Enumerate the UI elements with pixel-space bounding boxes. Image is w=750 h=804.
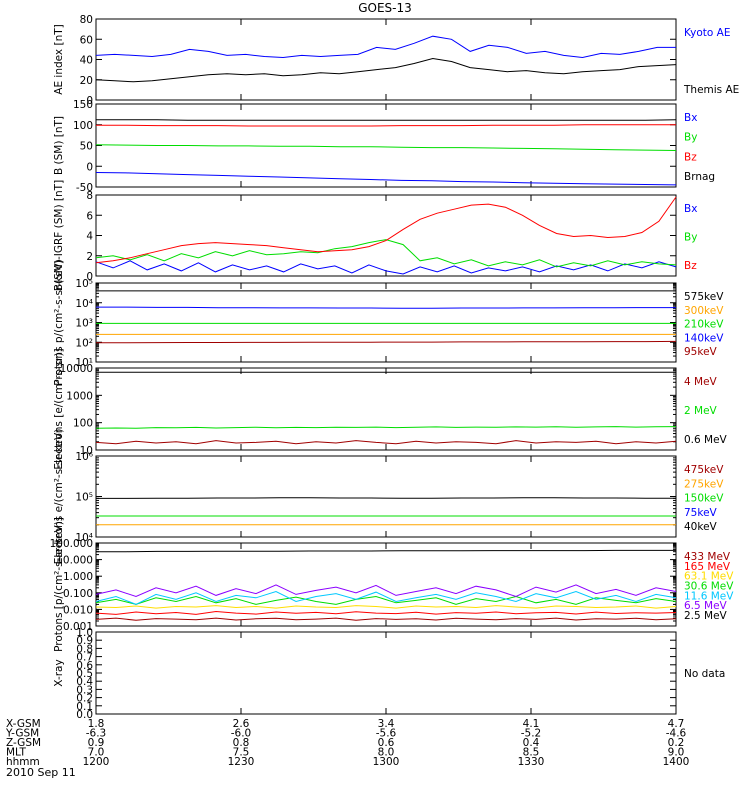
y-tick-label: 50 bbox=[80, 141, 93, 153]
legend-entry: By bbox=[684, 232, 697, 244]
legend-entry: Themis AE bbox=[683, 84, 739, 96]
panel-frame bbox=[96, 632, 676, 714]
y-axis-label: X-ray bbox=[53, 659, 65, 686]
y-axis-label: AE index [nT] bbox=[53, 24, 65, 94]
y-tick-label: 60 bbox=[80, 34, 93, 46]
date-label: 2010 Sep 11 bbox=[6, 766, 76, 779]
series-line bbox=[96, 592, 676, 605]
y-tick-label: 0.010 bbox=[63, 604, 93, 616]
y-tick-label: 0 bbox=[86, 161, 93, 173]
no-data-label: No data bbox=[684, 668, 725, 680]
series-line bbox=[96, 550, 676, 551]
legend-entry: Brnag bbox=[684, 171, 715, 183]
y-tick-label: 10⁵ bbox=[75, 278, 93, 290]
panel-frame bbox=[96, 368, 676, 450]
series-line bbox=[96, 341, 676, 342]
series-line bbox=[96, 585, 676, 597]
legend-entry: 140keV bbox=[684, 332, 724, 344]
legend-entry: 2.5 MeV bbox=[684, 610, 728, 622]
y-tick-label: 150 bbox=[73, 99, 93, 111]
y-tick-label: 1000 bbox=[66, 390, 93, 402]
series-line bbox=[96, 498, 676, 499]
y-tick-label: 1.000 bbox=[63, 571, 93, 583]
y-tick-label: 10² bbox=[75, 337, 93, 349]
legend-entry: 2 MeV bbox=[684, 405, 718, 417]
series-line bbox=[96, 427, 676, 429]
y-tick-label: 8 bbox=[86, 190, 93, 202]
legend-entry: 40keV bbox=[684, 521, 718, 533]
y-tick-label: 100 bbox=[73, 120, 93, 132]
y-tick-label: 10⁶ bbox=[75, 451, 93, 463]
y-tick-label: 0.100 bbox=[63, 588, 93, 600]
series-line bbox=[96, 59, 676, 82]
y-tick-label: 40 bbox=[80, 55, 93, 67]
legend-entry: 300keV bbox=[684, 305, 724, 317]
legend-entry: Bx bbox=[684, 203, 697, 215]
legend-entry: Bx bbox=[684, 112, 697, 124]
y-axis-label: Protons [p/(cm²-s-sr-keV)] bbox=[53, 517, 65, 652]
ephemeris-value: 1300 bbox=[373, 756, 400, 768]
series-line bbox=[96, 125, 676, 126]
series-line bbox=[96, 240, 676, 267]
y-tick-label: 6 bbox=[86, 210, 93, 222]
y-tick-label: 100 bbox=[73, 418, 93, 430]
y-tick-label: 4 bbox=[86, 231, 93, 243]
series-line bbox=[96, 145, 676, 151]
series-line bbox=[96, 597, 676, 605]
legend-entry: Kyoto AE bbox=[684, 27, 730, 39]
series-line bbox=[96, 36, 676, 57]
panel-frame bbox=[96, 283, 676, 362]
y-tick-label: 2 bbox=[86, 251, 93, 263]
legend-entry: 75keV bbox=[684, 507, 718, 519]
series-line bbox=[96, 441, 676, 444]
series-line bbox=[96, 612, 676, 615]
legend-entry: 575keV bbox=[684, 291, 724, 303]
series-line bbox=[96, 606, 676, 609]
figure-title: GOES-13 bbox=[358, 1, 412, 15]
y-tick-label: 80 bbox=[80, 14, 93, 26]
legend-entry: 275keV bbox=[684, 478, 724, 490]
y-tick-label: 10⁵ bbox=[75, 492, 93, 504]
legend-entry: 150keV bbox=[684, 493, 724, 505]
legend-entry: Bz bbox=[684, 260, 697, 272]
legend-entry: 475keV bbox=[684, 464, 724, 476]
series-line bbox=[96, 197, 676, 263]
ephemeris-value: 1330 bbox=[518, 756, 545, 768]
legend-entry: By bbox=[684, 132, 697, 144]
legend-entry: 95keV bbox=[684, 346, 718, 358]
y-tick-label: 10⁴ bbox=[75, 298, 93, 310]
legend-entry: Bz bbox=[684, 151, 697, 163]
y-axis-label: B (SM) [nT] bbox=[53, 116, 65, 175]
y-tick-label: 20 bbox=[80, 75, 93, 87]
series-line bbox=[96, 307, 676, 308]
ephemeris-value: 1400 bbox=[663, 756, 690, 768]
legend-entry: 4 MeV bbox=[684, 376, 718, 388]
legend-entry: 210keV bbox=[684, 319, 724, 331]
y-tick-label: 1.0 bbox=[76, 627, 93, 639]
y-tick-label: 10³ bbox=[75, 318, 93, 330]
panel-frame bbox=[96, 19, 676, 100]
ephemeris-value: 1200 bbox=[83, 756, 110, 768]
legend-entry: 0.6 MeV bbox=[684, 434, 728, 446]
series-line bbox=[96, 618, 676, 620]
ephemeris-value: 1230 bbox=[228, 756, 255, 768]
